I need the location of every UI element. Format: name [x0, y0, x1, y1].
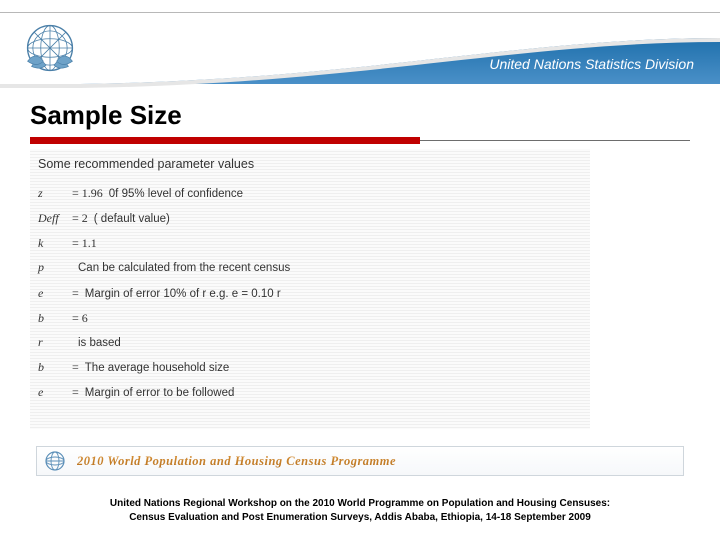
header-bar: United Nations Statistics Division — [0, 0, 720, 96]
content-area: Sample Size Some recommended parameter v… — [30, 100, 690, 429]
param-eq: = — [72, 358, 79, 376]
footer-line-1: United Nations Regional Workshop on the … — [110, 498, 610, 509]
param-symbol: b — [38, 309, 66, 327]
banner-text: 2010 World Population and Housing Census… — [77, 454, 396, 469]
params-intro: Some recommended parameter values — [38, 155, 582, 174]
title-rule-gray — [420, 140, 690, 141]
param-symbol: Deff — [38, 209, 66, 227]
param-desc: Margin of error 10% of r e.g. e = 0.10 r — [85, 286, 281, 303]
param-row: Deff = 2 ( default value) — [38, 209, 582, 228]
param-desc: The average household size — [85, 360, 230, 377]
param-row: z = 1.96 0f 95% level of confidence — [38, 184, 582, 203]
param-row: e = Margin of error 10% of r e.g. e = 0.… — [38, 284, 582, 303]
param-eq: = 6 — [72, 309, 88, 327]
param-desc: ( default value) — [94, 211, 170, 228]
param-row: b = 6 — [38, 309, 582, 327]
param-row: b = The average household size — [38, 358, 582, 377]
param-row: p Can be calculated from the recent cens… — [38, 258, 582, 277]
un-logo — [14, 12, 86, 84]
banner-logo-icon — [43, 449, 67, 473]
division-label: United Nations Statistics Division — [489, 56, 694, 72]
param-symbol: b — [38, 358, 66, 376]
param-symbol: r — [38, 333, 66, 351]
title-rule-red — [30, 137, 420, 144]
param-eq: = — [72, 284, 79, 302]
param-symbol: p — [38, 258, 66, 276]
param-row: k = 1.1 — [38, 234, 582, 252]
param-row: r is based — [38, 333, 582, 352]
param-eq: = 2 — [72, 209, 88, 227]
programme-banner: 2010 World Population and Housing Census… — [36, 446, 684, 476]
footer-text: United Nations Regional Workshop on the … — [20, 497, 700, 524]
parameters-panel: Some recommended parameter values z = 1.… — [30, 149, 590, 429]
param-eq: = 1.1 — [72, 234, 97, 252]
param-row: e = Margin of error to be followed — [38, 383, 582, 402]
slide-title: Sample Size — [30, 100, 690, 131]
param-symbol: z — [38, 184, 66, 202]
param-symbol: e — [38, 284, 66, 302]
param-desc: Can be calculated from the recent census — [78, 260, 290, 277]
footer-line-2: Census Evaluation and Post Enumeration S… — [129, 512, 591, 523]
header-thin-line — [0, 12, 720, 13]
param-eq: = 1.96 — [72, 184, 103, 202]
param-desc: is based — [78, 335, 121, 352]
param-symbol: k — [38, 234, 66, 252]
param-eq: = — [72, 383, 79, 401]
param-desc: Margin of error to be followed — [85, 385, 235, 402]
param-desc: 0f 95% level of confidence — [109, 186, 243, 203]
param-symbol: e — [38, 383, 66, 401]
